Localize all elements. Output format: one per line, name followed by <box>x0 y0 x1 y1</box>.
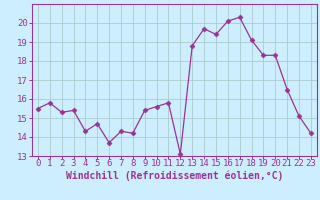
X-axis label: Windchill (Refroidissement éolien,°C): Windchill (Refroidissement éolien,°C) <box>66 171 283 181</box>
